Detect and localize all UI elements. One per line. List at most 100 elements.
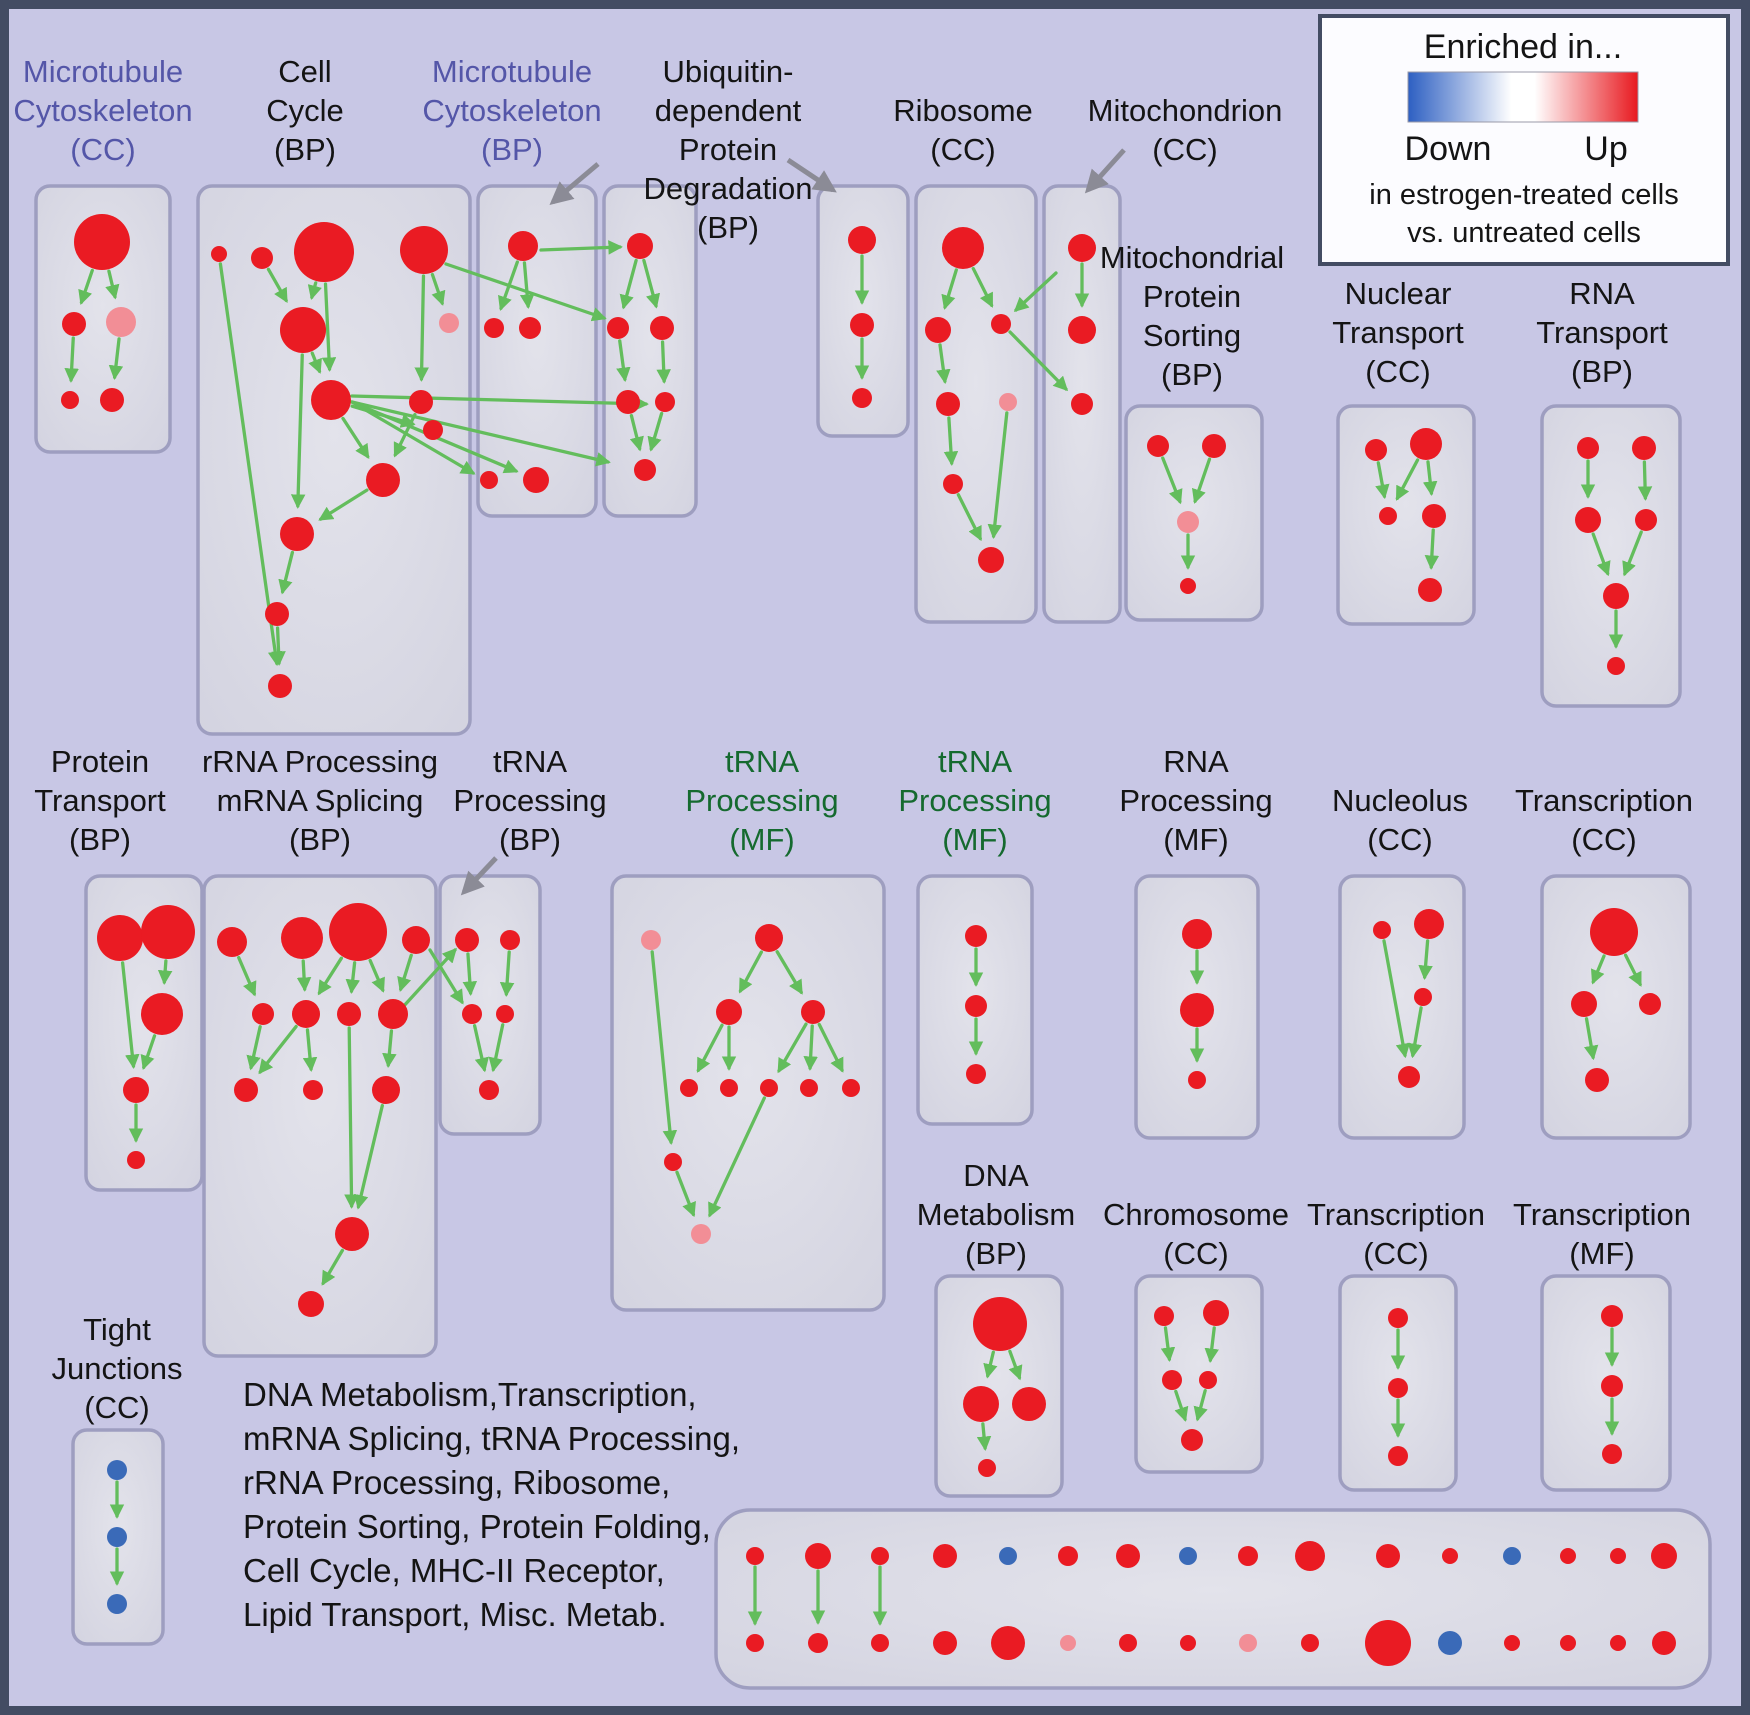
node-ribosome	[991, 314, 1011, 334]
node-ubiquitin-chain	[852, 388, 872, 408]
cluster-label-cell-cycle: Cycle	[266, 93, 344, 128]
edge-arrow-nucleolus	[1382, 939, 1411, 1059]
node-rrna-processing-mrna-splicing	[234, 1078, 258, 1102]
edge-arrow-dna-metabolism	[976, 1422, 992, 1451]
node-chromosome	[1199, 1371, 1217, 1389]
band-node-top	[1610, 1548, 1626, 1564]
edge-arrow-nucleolus	[1407, 1006, 1423, 1059]
node-microtubule-bp	[480, 471, 498, 489]
edge-arrow-cell-cycle	[341, 416, 370, 459]
node-protein-transport	[141, 993, 183, 1035]
legend-subtitle-1: in estrogen-treated cells	[1369, 179, 1679, 211]
cluster-label-tight-junctions: Junctions	[52, 1351, 183, 1386]
cluster-label-trna-processing-mf-large: tRNA	[725, 744, 799, 779]
cluster-label-transcription-cc-lower: (CC)	[1363, 1236, 1428, 1271]
node-rrna-processing-mrna-splicing	[303, 1080, 323, 1100]
node-transcription-cc-upper	[1639, 993, 1661, 1015]
edge-arrow-rrna-processing-mrna-splicing	[354, 1103, 384, 1210]
node-rrna-processing-mrna-splicing	[329, 903, 387, 961]
node-transcription-cc-lower	[1388, 1378, 1408, 1398]
node-mitochondrion	[1068, 234, 1096, 262]
node-transcription-cc-upper	[1571, 991, 1597, 1017]
cluster-label-microtubule-cc: Cytoskeleton	[13, 93, 192, 128]
band-node-bottom	[1180, 1635, 1196, 1651]
misc-category-text: rRNA Processing, Ribosome,	[243, 1464, 670, 1501]
cluster-label-nuclear-transport: (CC)	[1365, 354, 1430, 389]
band-node-top	[1651, 1543, 1677, 1569]
edge-arrow-microtubule-cc	[64, 336, 79, 383]
node-trna-processing-mf-large	[760, 1079, 778, 1097]
label-callout-arrow	[1084, 148, 1126, 194]
node-rna-transport	[1607, 657, 1625, 675]
edge-arrow-dna-metabolism	[1008, 1349, 1023, 1381]
band-node-bottom	[1504, 1635, 1520, 1651]
node-mito-protein-sorting	[1202, 434, 1226, 458]
edge-arrow-trna-processing-bp	[462, 952, 478, 996]
node-trna-processing-mf-large	[842, 1079, 860, 1097]
cluster-label-ubiquitin-chain: dependent	[655, 93, 802, 128]
node-trna-processing-mf-large	[720, 1079, 738, 1097]
cluster-label-trna-processing-bp: tRNA	[493, 744, 567, 779]
cluster-label-ribosome: (CC)	[930, 132, 995, 167]
node-trna-processing-mf-large	[801, 1000, 825, 1024]
node-chromosome	[1203, 1300, 1229, 1326]
edge-arrow-rrna-processing-mrna-splicing	[237, 955, 257, 997]
node-ubiquitin-main	[634, 459, 656, 481]
nodes	[61, 214, 1677, 1666]
band-node-bottom	[1119, 1634, 1137, 1652]
node-cell-cycle	[211, 246, 227, 262]
cross-edge-arrow	[350, 394, 649, 411]
cluster-label-rna-transport: Transport	[1536, 315, 1668, 350]
edge-arrow-cell-cycle	[321, 282, 337, 372]
node-nucleolus	[1398, 1066, 1420, 1088]
cluster-label-dna-metabolism: DNA	[963, 1158, 1029, 1193]
node-transcription-mf	[1601, 1375, 1623, 1397]
cross-edge-arrow	[539, 240, 623, 255]
edge-arrow-rrna-processing-mrna-splicing	[382, 1029, 397, 1068]
edge-arrow-ribosome	[956, 493, 982, 542]
label-callout-arrow	[786, 157, 837, 193]
cluster-box-nuclear-transport	[1336, 404, 1476, 626]
node-trna-processing-mf-large	[716, 999, 742, 1025]
node-rrna-processing-mrna-splicing	[335, 1217, 369, 1251]
edge-arrow-ribosome	[941, 268, 958, 310]
cluster-label-protein-transport: (BP)	[69, 822, 131, 857]
edge-arrow-protein-transport	[157, 959, 173, 985]
node-microtubule-cc	[100, 388, 124, 412]
node-chromosome	[1162, 1370, 1182, 1390]
edge-arrow-cell-cycle	[307, 281, 322, 300]
edge-arrow-nuclear-transport	[1422, 460, 1438, 497]
node-trna-processing-bp	[500, 930, 520, 950]
edge-arrow-nuclear-transport	[1395, 458, 1420, 501]
cluster-label-trna-processing-bp: Processing	[453, 783, 606, 818]
node-cell-cycle	[423, 420, 443, 440]
edge-arrow-microtubule-cc	[108, 337, 124, 381]
node-cell-cycle	[265, 602, 289, 626]
node-nucleolus	[1414, 909, 1444, 939]
edge-arrow-cell-cycle	[414, 274, 429, 382]
edge-arrow-ubiquitin-main	[616, 339, 631, 383]
band-node-bottom	[808, 1633, 828, 1653]
edge-arrow-ribosome	[936, 343, 951, 385]
node-dna-metabolism	[1012, 1387, 1046, 1421]
cluster-label-chromosome: Chromosome	[1103, 1197, 1289, 1232]
edge-arrow-cell-cycle	[266, 267, 288, 303]
legend-box	[1318, 14, 1730, 266]
cluster-box-trna-processing-mf-large	[610, 874, 886, 1312]
cluster-label-mito-protein-sorting: Sorting	[1143, 318, 1241, 353]
edge-arrow-microtubule-bp	[519, 261, 535, 309]
edge-arrow-ubiquitin-main	[629, 413, 644, 452]
band-node-top	[871, 1547, 889, 1565]
edge-arrow-rrna-processing-mrna-splicing	[317, 956, 344, 996]
cross-edge-arrow	[444, 262, 607, 322]
node-nuclear-transport	[1422, 504, 1446, 528]
node-rna-processing-mf	[1182, 919, 1212, 949]
cluster-label-microtubule-cc: (CC)	[70, 132, 135, 167]
misc-category-text: Lipid Transport, Misc. Metab.	[243, 1596, 667, 1633]
node-mitochondrion	[1071, 393, 1093, 415]
cluster-box-nucleolus	[1338, 874, 1466, 1140]
node-nucleolus	[1373, 921, 1391, 939]
